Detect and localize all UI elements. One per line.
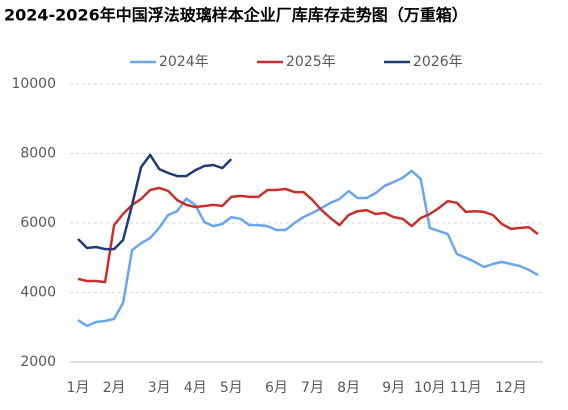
x-tick-label: 9月 [382, 380, 405, 396]
x-tick-label: 10月 [414, 380, 446, 396]
x-tick-label: 6月 [265, 380, 288, 396]
chart-title: 2024-2026年中国浮法玻璃样本企业厂库库存走势图（万重箱） [4, 6, 468, 25]
y-tick-label: 6000 [20, 215, 56, 231]
legend-label: 2025年 [286, 54, 336, 70]
series-line [77, 186, 539, 284]
series-line [77, 153, 233, 251]
x-tick-label: 7月 [301, 380, 324, 396]
x-tick-label: 11月 [450, 380, 482, 396]
x-tick-label: 3月 [148, 380, 171, 396]
legend-label: 2024年 [159, 54, 209, 70]
legend-label: 2026年 [413, 54, 463, 70]
y-tick-label: 8000 [20, 146, 56, 162]
x-tick-label: 12月 [495, 380, 527, 396]
y-tick-label: 2000 [20, 354, 56, 370]
x-tick-label: 8月 [337, 380, 360, 396]
x-tick-label: 4月 [184, 380, 207, 396]
series-line [77, 169, 539, 328]
y-tick-label: 10000 [11, 76, 56, 92]
y-tick-label: 4000 [20, 285, 56, 301]
x-tick-label: 2月 [103, 380, 126, 396]
x-tick-label: 1月 [67, 380, 90, 396]
x-tick-label: 5月 [220, 380, 243, 396]
